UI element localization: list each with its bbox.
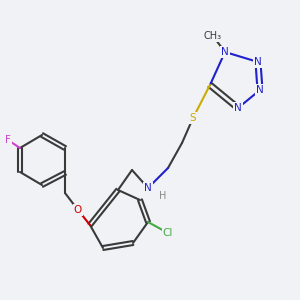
Text: N: N — [234, 103, 242, 113]
Text: O: O — [74, 205, 82, 215]
Text: Cl: Cl — [163, 228, 173, 238]
Text: S: S — [190, 113, 196, 123]
Text: H: H — [159, 191, 167, 201]
Text: N: N — [256, 85, 264, 95]
Text: CH₃: CH₃ — [204, 31, 222, 41]
Text: F: F — [5, 135, 11, 145]
Text: N: N — [221, 47, 229, 57]
Text: N: N — [144, 183, 152, 193]
Text: N: N — [254, 57, 262, 67]
